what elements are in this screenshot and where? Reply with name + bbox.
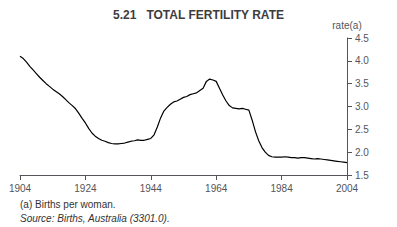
svg-text:Source: Births, Australia (330: Source: Births, Australia (3301.0). xyxy=(20,213,170,224)
svg-text:4.5: 4.5 xyxy=(355,33,369,44)
svg-text:1984: 1984 xyxy=(270,183,293,194)
svg-text:2.5: 2.5 xyxy=(355,124,369,135)
svg-text:5.21 TOTAL FERTILITY RATE: 5.21 TOTAL FERTILITY RATE xyxy=(113,8,284,22)
svg-text:(a) Births per woman.: (a) Births per woman. xyxy=(20,199,116,210)
svg-text:2.0: 2.0 xyxy=(355,147,369,158)
svg-text:4.0: 4.0 xyxy=(355,55,369,66)
svg-text:1944: 1944 xyxy=(140,183,163,194)
svg-text:1964: 1964 xyxy=(205,183,228,194)
svg-text:3.0: 3.0 xyxy=(355,101,369,112)
svg-text:2004: 2004 xyxy=(336,183,359,194)
svg-text:rate(a): rate(a) xyxy=(332,20,361,31)
svg-text:3.5: 3.5 xyxy=(355,78,369,89)
svg-text:1924: 1924 xyxy=(74,183,97,194)
svg-text:1904: 1904 xyxy=(9,183,32,194)
svg-text:1.5: 1.5 xyxy=(355,170,369,181)
